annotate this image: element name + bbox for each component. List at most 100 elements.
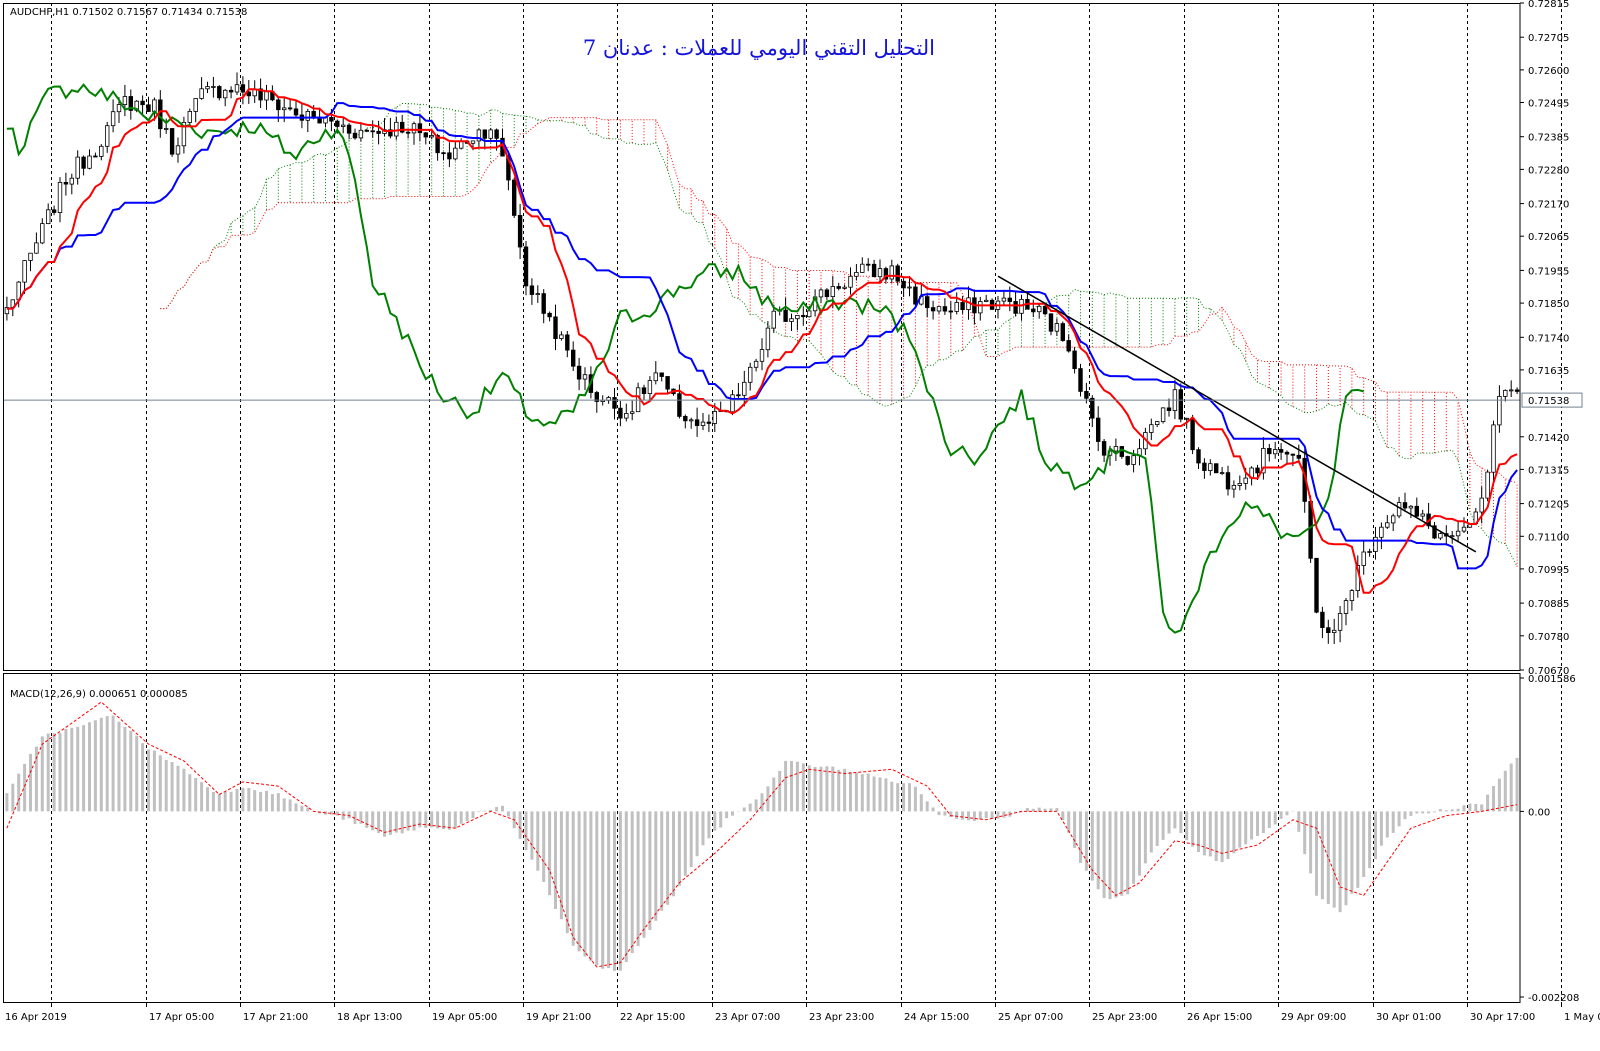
candle-body [1380, 527, 1384, 537]
price-tick-label: 0.72385 [1528, 133, 1569, 144]
candle-body [306, 111, 310, 120]
candle-body [1191, 418, 1195, 449]
candle-body [961, 303, 965, 310]
candle-body [630, 412, 634, 414]
candle-body [52, 210, 56, 213]
candle-body [1203, 463, 1207, 471]
candle-body [336, 121, 340, 126]
candle-body [1486, 472, 1490, 498]
candle-body [489, 130, 493, 138]
macd-label: MACD(12,26,9) 0.000651 0.000085 [10, 689, 188, 700]
candle-body [1220, 473, 1224, 474]
candle-body [76, 157, 80, 178]
candle-body [855, 272, 859, 276]
candle-body [1509, 390, 1513, 391]
candle-body [371, 131, 375, 132]
time-tick-label: 30 Apr 01:00 [1376, 1012, 1441, 1023]
time-tick-label: 17 Apr 05:00 [149, 1012, 214, 1023]
candle-body [619, 408, 623, 418]
candle-body [1386, 523, 1390, 527]
candle-body [831, 287, 835, 297]
candle-body [1338, 614, 1342, 631]
candle-body [64, 182, 68, 184]
candle-body [1073, 351, 1077, 369]
candle-body [1185, 418, 1189, 419]
candle-body [902, 281, 906, 288]
candle-body [1350, 591, 1354, 601]
candle-body [1327, 628, 1331, 633]
candle-body [743, 382, 747, 395]
candle-body [141, 101, 145, 105]
candle-body [1232, 485, 1236, 489]
candle-body [1085, 391, 1089, 398]
candle-body [312, 111, 316, 117]
candle-body [123, 97, 127, 105]
candle-body [164, 129, 168, 130]
candle-body [1102, 442, 1106, 456]
candle-body [58, 182, 62, 212]
candle-body [1450, 536, 1454, 537]
candle-body [1297, 455, 1301, 458]
candle-body [1344, 601, 1348, 614]
candle-body [153, 100, 157, 112]
candle-body [931, 308, 935, 311]
candle-body [772, 311, 776, 328]
candle-body [949, 311, 953, 312]
price-tick-label: 0.71850 [1528, 299, 1569, 310]
candle-body [442, 153, 446, 154]
candle-body [41, 224, 45, 243]
candle-body [395, 122, 399, 136]
candle-body [1132, 456, 1136, 465]
candle-body [117, 105, 121, 112]
candle-body [548, 313, 552, 317]
candle-body [1055, 324, 1059, 332]
candle-body [1439, 534, 1443, 538]
candle-body [1279, 450, 1283, 453]
candle-body [554, 317, 558, 339]
candle-body [359, 130, 363, 138]
candle-body [1321, 612, 1325, 627]
candle-body [46, 210, 50, 224]
candle-body [1397, 503, 1401, 516]
candle-body [542, 294, 546, 314]
candle-body [1480, 498, 1484, 512]
candle-body [642, 388, 646, 394]
candle-body [1462, 527, 1466, 531]
candle-body [365, 130, 369, 131]
macd-tick-label: 0.001586 [1528, 674, 1576, 685]
time-tick-label: 17 Apr 21:00 [243, 1012, 308, 1023]
price-tick-label: 0.70885 [1528, 599, 1569, 610]
candle-body [495, 130, 499, 138]
candle-body [282, 108, 286, 110]
candle-body [536, 294, 540, 295]
candle-body [625, 413, 629, 418]
candle-body [1067, 341, 1071, 352]
candle-body [1014, 302, 1018, 314]
candle-body [1161, 408, 1165, 422]
candle-body [170, 129, 174, 155]
candle-body [1291, 454, 1295, 455]
price-tick-label: 0.71635 [1528, 366, 1569, 377]
candle-body [707, 422, 711, 423]
overlay-title: التحليل التقني اليومي للعملات : عدنان 7 [583, 36, 935, 61]
price-tick-label: 0.71205 [1528, 500, 1569, 511]
candle-body [796, 315, 800, 318]
candle-body [784, 310, 788, 321]
candle-body [790, 319, 794, 322]
candle-body [1150, 425, 1154, 433]
price-tick-label: 0.72495 [1528, 99, 1569, 110]
candle-body [613, 398, 617, 409]
candle-body [1226, 473, 1230, 489]
candle-body [1002, 298, 1006, 301]
candle-body [1096, 418, 1100, 441]
time-tick-label: 29 Apr 09:00 [1281, 1012, 1346, 1023]
price-tick-label: 0.71740 [1528, 333, 1569, 344]
current-price-label: 0.71538 [1528, 396, 1569, 407]
macd-tick-label: 0.00 [1528, 807, 1550, 818]
candle-body [566, 335, 570, 350]
candle-body [418, 124, 422, 133]
candle-body [412, 124, 416, 133]
candle-body [229, 90, 233, 92]
candle-body [1049, 314, 1053, 331]
